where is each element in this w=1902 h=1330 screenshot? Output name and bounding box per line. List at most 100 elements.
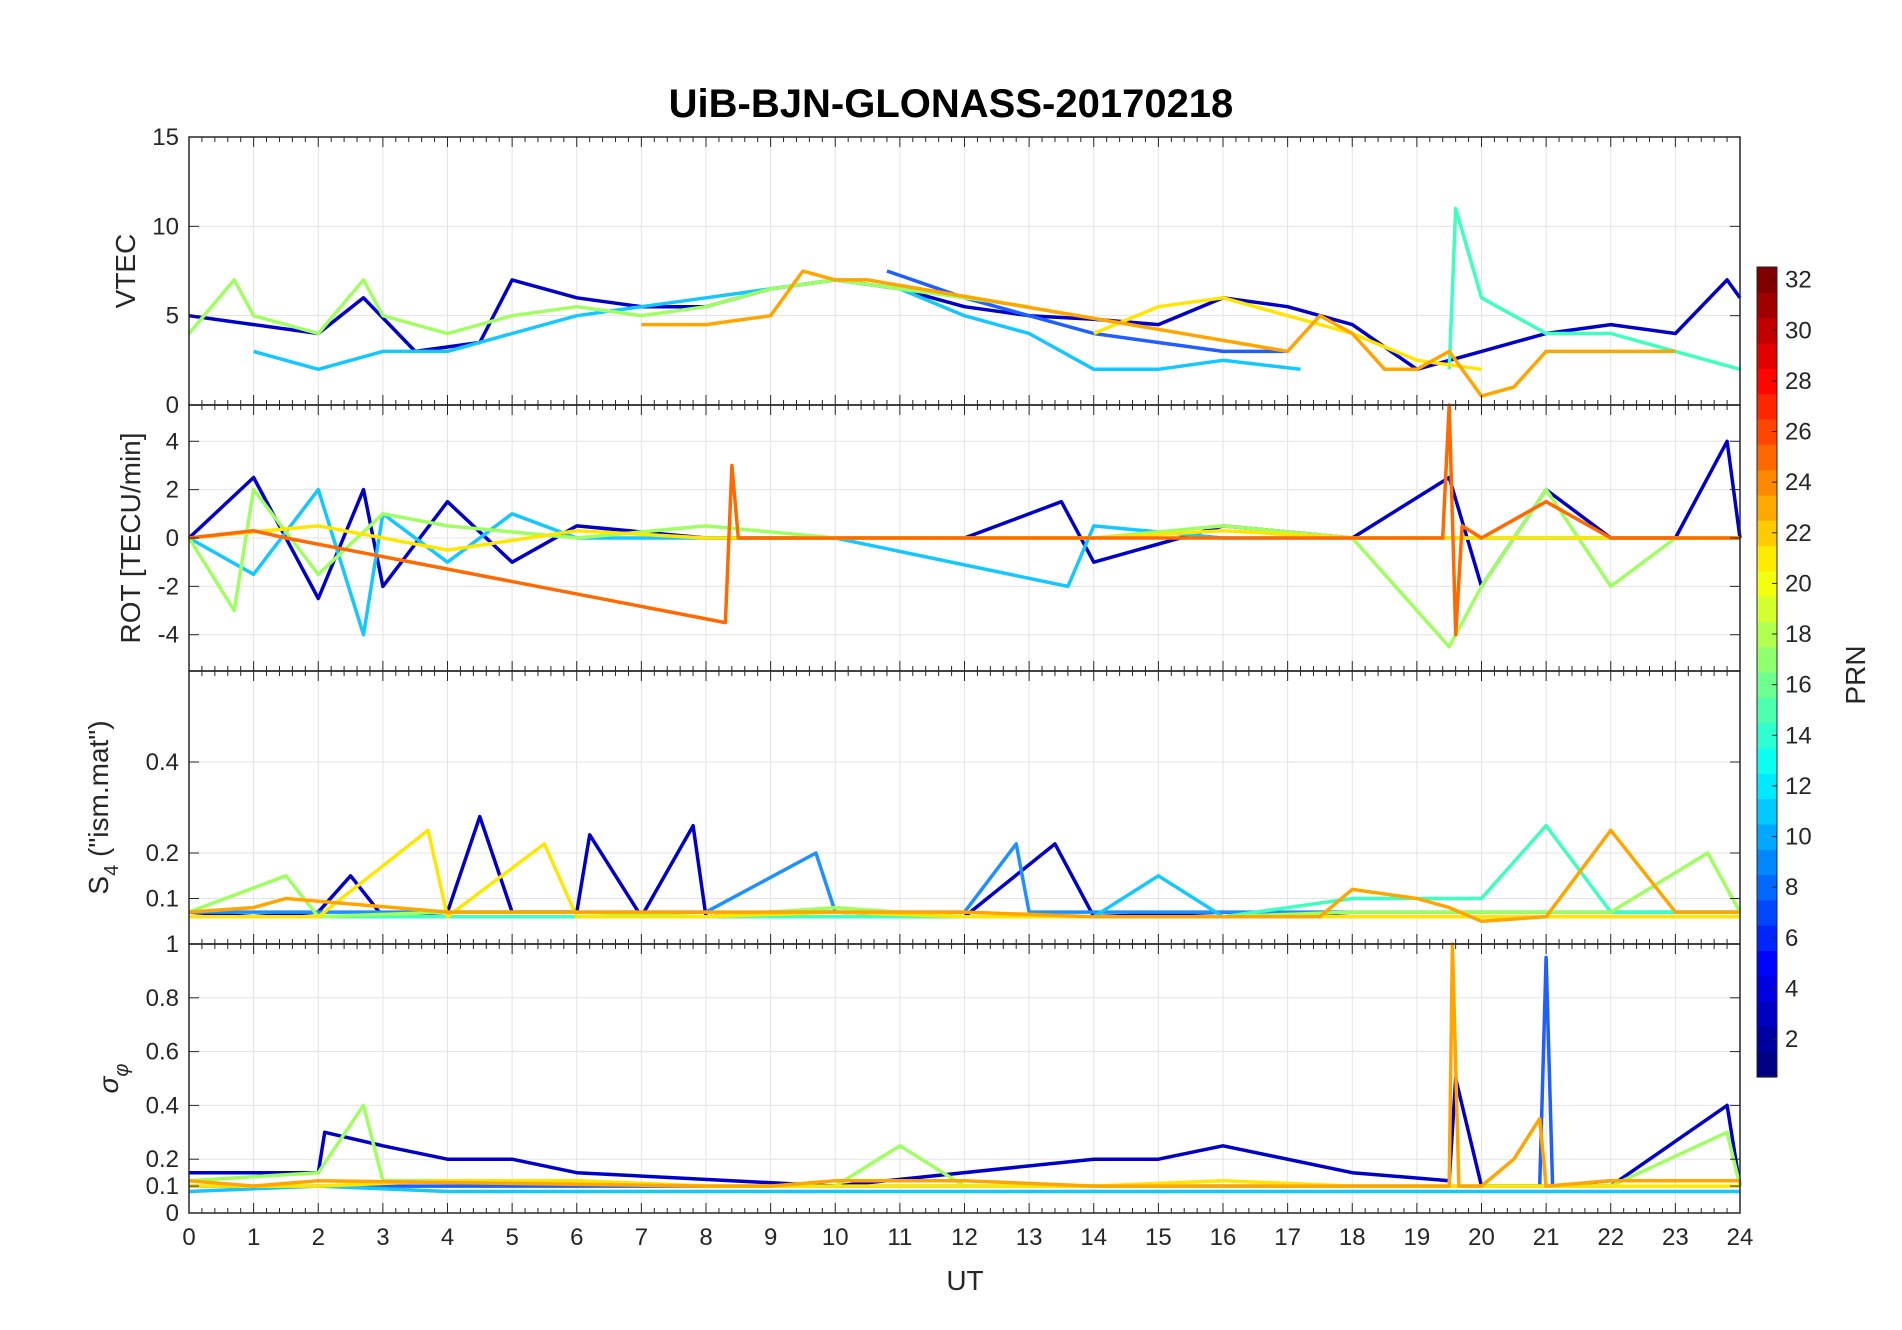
x-tick-label: 12 [951, 1224, 978, 1251]
colorbar-tick-label: 30 [1785, 317, 1812, 344]
colorbar-segment [1757, 798, 1777, 825]
y-tick-label: 5 [166, 303, 179, 330]
colorbar-segment [1757, 570, 1777, 597]
y-axis-label-rest: ("ism.mat") [83, 720, 114, 864]
y-tick-label: -4 [158, 622, 179, 649]
x-tick-label: 11 [887, 1224, 912, 1251]
y-axis-label-main: σ [93, 1075, 124, 1093]
colorbar-segment [1757, 621, 1777, 648]
colorbar-frame [1756, 266, 1778, 1078]
colorbar-segment [1757, 1026, 1777, 1053]
y-axis-label-main: S [83, 876, 114, 895]
x-tick-label: 14 [1080, 1224, 1107, 1251]
y-axis-label: σφ [93, 1064, 133, 1094]
y-tick-label: 10 [152, 213, 179, 240]
x-tick-label: 21 [1533, 1224, 1560, 1251]
colorbar-tick-label: 6 [1785, 925, 1798, 952]
colorbar-label: PRN [1840, 645, 1871, 704]
x-tick-label: 13 [1016, 1224, 1043, 1251]
x-tick-label: 7 [635, 1224, 648, 1251]
x-tick-label: 22 [1597, 1224, 1624, 1251]
chart-title: UiB-BJN-GLONASS-20170218 [669, 82, 1234, 126]
y-axis-label-subscript: 4 [101, 865, 123, 876]
x-tick-label: 17 [1274, 1224, 1301, 1251]
x-tick-label: 23 [1662, 1224, 1689, 1251]
y-tick-label: 15 [152, 124, 179, 151]
colorbar-tick-label: 32 [1785, 267, 1812, 294]
y-tick-label: 0.1 [146, 1173, 179, 1200]
x-tick-label: 2 [312, 1224, 325, 1251]
y-tick-label: 0.2 [146, 840, 179, 867]
series-prn-23 [188, 828, 1740, 924]
colorbar-segment [1757, 494, 1777, 521]
x-axis-label: UT [946, 1265, 983, 1296]
x-tick-label: 8 [699, 1224, 712, 1251]
series-prn-17 [187, 278, 1030, 336]
y-tick-label: 0.6 [146, 1039, 179, 1066]
colorbar-segment [1757, 722, 1777, 749]
colorbar-segment [1757, 469, 1777, 496]
colorbar-segment [1757, 1051, 1777, 1078]
colorbar-segment [1757, 925, 1777, 952]
panel-s4: 0.1 0.2 0.4 S4 ("ism.mat") [83, 670, 1742, 945]
colorbar-segment [1757, 646, 1777, 673]
colorbar-segment [1757, 874, 1777, 901]
y-tick-label: -2 [158, 573, 179, 600]
x-tick-label: 10 [822, 1224, 849, 1251]
y-tick-label: 0.4 [146, 749, 179, 776]
colorbar-segment [1757, 849, 1777, 876]
colorbar-segment [1757, 520, 1777, 547]
y-tick-label: 2 [166, 477, 179, 504]
colorbar-segment [1757, 823, 1777, 850]
colorbar-segment [1757, 899, 1777, 926]
x-tick-label: 9 [764, 1224, 777, 1251]
y-tick-label: 1 [166, 931, 179, 958]
colorbar-tick-label: 20 [1785, 570, 1812, 597]
x-tick-label: 1 [247, 1224, 260, 1251]
x-tick-label: 15 [1145, 1224, 1172, 1251]
colorbar-segment [1757, 267, 1777, 293]
y-axis-label: ROT [TECU/min] [115, 432, 146, 643]
colorbar-tick-label: 12 [1785, 773, 1812, 800]
colorbar-segment [1757, 1001, 1777, 1027]
x-tick-label: 4 [441, 1224, 454, 1251]
series-prn-2 [187, 439, 1742, 601]
colorbar-tick-label: 10 [1785, 824, 1812, 851]
colorbar-segment [1757, 368, 1777, 395]
x-tick-label: 5 [505, 1224, 518, 1251]
y-tick-label: 0 [166, 392, 179, 419]
panel-sigma_phi: 00.10.2 0.4 0.6 0.8 1 σφ [93, 931, 1742, 1227]
colorbar-tick-label: 16 [1785, 672, 1812, 699]
colorbar-segment [1757, 292, 1777, 319]
series-prn-23 [188, 942, 1740, 1188]
series-prn-23 [641, 269, 1676, 398]
colorbar-segment [1757, 393, 1777, 420]
colorbar-segment [1757, 342, 1777, 369]
y-tick-label: 0.2 [146, 1146, 179, 1173]
colorbar-tick-label: 8 [1785, 874, 1798, 901]
colorbar-segment [1757, 418, 1777, 445]
colorbar-tick-label: 24 [1785, 469, 1812, 496]
y-axis-label: S4 ("ism.mat") [83, 720, 123, 894]
x-tick-label: 0 [182, 1224, 195, 1251]
colorbar-segment [1757, 545, 1777, 572]
x-tick-label: 20 [1468, 1224, 1495, 1251]
series-prn-12 [188, 1184, 1740, 1194]
colorbar-segment [1757, 950, 1777, 977]
colorbar-segment [1757, 697, 1777, 724]
colorbar-segment [1757, 444, 1777, 471]
colorbar-tick-label: 26 [1785, 419, 1812, 446]
y-tick-label: 0.1 [146, 886, 179, 913]
colorbar-tick-label: 14 [1785, 722, 1812, 749]
colorbar-segment [1757, 747, 1777, 774]
y-tick-label: 0 [166, 525, 179, 552]
x-tick-label: 24 [1727, 1224, 1754, 1251]
x-tick-label: 18 [1339, 1224, 1366, 1251]
y-tick-label: 0.8 [146, 985, 179, 1012]
y-tick-label: 0.4 [146, 1092, 179, 1119]
series-prn-24 [188, 403, 1740, 637]
colorbar-segment [1757, 596, 1777, 622]
